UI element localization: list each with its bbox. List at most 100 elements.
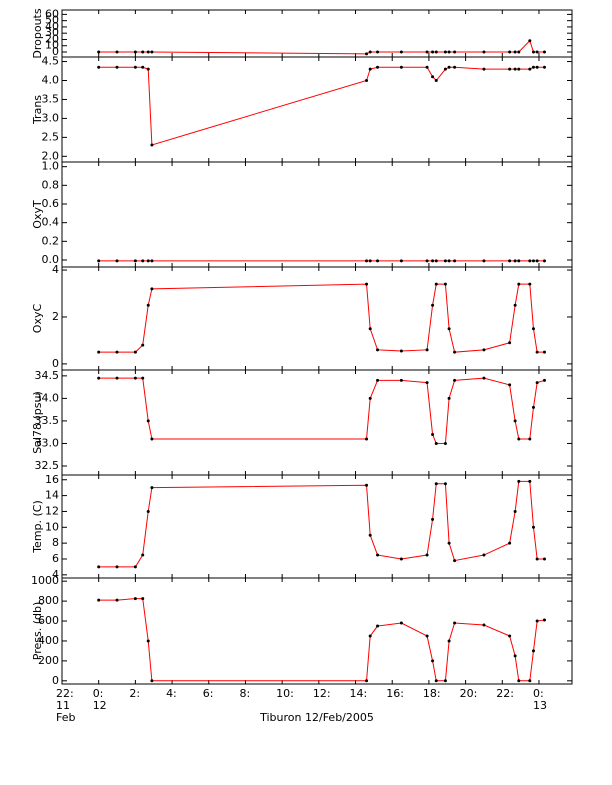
x-axis-label: Tiburon 12/Feb/2005 (259, 711, 374, 724)
x-tick-label: 20: (459, 687, 478, 700)
data-point (508, 541, 512, 545)
x-tick-label: 0: 13 (532, 687, 547, 712)
data-point (528, 437, 532, 441)
y-tick-label: 50 (45, 14, 59, 27)
data-point (513, 50, 517, 54)
data-point (150, 287, 154, 291)
data-point (376, 624, 380, 628)
data-point (513, 259, 517, 263)
y-tick-label: 1000 (31, 574, 59, 587)
x-tick-label: 6: (202, 687, 214, 700)
data-point (115, 376, 119, 380)
y-axis-label: OxyC (31, 304, 44, 334)
data-point (447, 541, 451, 545)
data-point (376, 259, 380, 263)
data-point (150, 486, 154, 490)
data-point (399, 50, 403, 54)
x-tick-label: 22: 11 Feb (56, 687, 76, 724)
y-tick-label: 3.0 (42, 111, 60, 124)
y-tick-label: 600 (38, 614, 59, 627)
data-point (542, 65, 546, 69)
y-tick-label: 0.2 (42, 234, 60, 247)
data-point (146, 67, 150, 71)
data-point (133, 565, 137, 569)
data-point (97, 376, 101, 380)
data-point (368, 259, 372, 263)
data-point (368, 533, 372, 537)
data-point (150, 259, 154, 263)
data-point (365, 259, 369, 263)
data-point (141, 65, 145, 69)
data-point (517, 50, 521, 54)
y-axis-label: Dropouts (31, 8, 44, 58)
data-line (98, 283, 545, 353)
data-point (425, 634, 429, 638)
data-point (453, 65, 457, 69)
data-point (531, 259, 535, 263)
y-tick-label: 0 (52, 357, 59, 370)
data-point (425, 65, 429, 69)
data-point (531, 525, 535, 529)
y-tick-label: 4.5 (42, 55, 60, 68)
data-point (97, 65, 101, 69)
data-point (146, 303, 150, 307)
y-tick-label: 8 (52, 536, 59, 549)
data-point (542, 378, 546, 382)
data-point (434, 282, 438, 286)
data-point (443, 679, 447, 683)
data-point (482, 50, 486, 54)
data-point (535, 65, 539, 69)
data-point (447, 259, 451, 263)
data-point (97, 50, 101, 54)
data-point (447, 396, 451, 400)
data-point (425, 348, 429, 352)
y-tick-label: 1.0 (42, 160, 60, 173)
data-point (365, 437, 369, 441)
y-axis-label: OxyT (31, 200, 44, 229)
data-point (434, 679, 438, 683)
data-point (531, 649, 535, 653)
data-point (535, 50, 539, 54)
y-tick-label: 20 (45, 32, 59, 45)
x-tick-label: 2: (129, 687, 141, 700)
data-point (431, 659, 435, 663)
data-point (513, 509, 517, 513)
data-point (535, 557, 539, 561)
data-point (431, 517, 435, 521)
data-point (97, 598, 101, 602)
data-point (453, 350, 457, 354)
data-point (447, 639, 451, 643)
data-point (443, 482, 447, 486)
y-tick-label: 2.5 (42, 130, 60, 143)
data-point (513, 67, 517, 71)
x-tick-label: 22: (496, 687, 514, 700)
y-tick-label: 12 (45, 504, 59, 517)
y-axis-label: Temp. (C) (31, 500, 44, 554)
data-point (434, 259, 438, 263)
y-tick-label: 0.6 (42, 197, 60, 210)
data-point (517, 282, 521, 286)
data-point (528, 479, 532, 483)
data-point (368, 327, 372, 331)
data-point (431, 50, 435, 54)
data-point (453, 259, 457, 263)
y-tick-label: 200 (38, 654, 59, 667)
data-line (98, 480, 545, 568)
y-tick-label: 0.4 (42, 216, 60, 229)
y-tick-label: 400 (38, 634, 59, 647)
data-point (453, 621, 457, 625)
y-axis-label: Press. (db) (31, 602, 44, 661)
data-point (146, 259, 150, 263)
data-point (447, 65, 451, 69)
data-point (528, 39, 532, 43)
y-tick-label: 34.5 (35, 369, 60, 382)
data-point (453, 378, 457, 382)
data-point (443, 259, 447, 263)
data-point (508, 67, 512, 71)
data-point (535, 259, 539, 263)
data-point (399, 349, 403, 353)
x-tick-label: 18: (422, 687, 441, 700)
data-point (365, 79, 369, 83)
data-point (431, 432, 435, 436)
